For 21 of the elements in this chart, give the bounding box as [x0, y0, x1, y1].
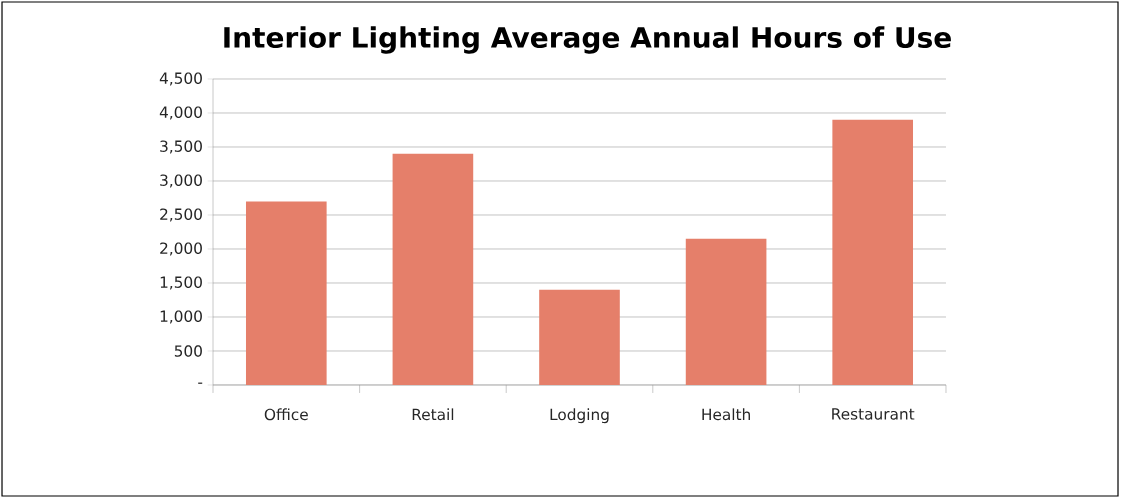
y-tick-label: 4,500 [159, 72, 202, 86]
chart-title: Interior Lighting Average Annual Hours of Use [224, 26, 951, 54]
x-tick-label: Office [264, 408, 308, 421]
y-tick-label: 2,000 [160, 242, 202, 256]
x-tick-label: Lodging [550, 408, 609, 424]
bar [245, 201, 327, 385]
y-tick-label: 4,000 [159, 106, 202, 120]
y-tick-label: 1,500 [160, 276, 202, 290]
bar [539, 289, 620, 385]
bar [832, 119, 914, 385]
y-tick-label: 500 [174, 345, 202, 357]
y-tick-label: 1,000 [160, 310, 202, 324]
y-tick-label: - [198, 382, 203, 384]
y-tick-label: 2,500 [160, 208, 202, 222]
bar [685, 238, 767, 385]
x-tick-label: Restaurant [832, 408, 915, 420]
bar [392, 153, 474, 385]
y-tick-label: 3,500 [160, 140, 202, 154]
x-tick-label: Retail [412, 408, 454, 421]
x-tick-label: Health [702, 408, 750, 421]
y-tick-label: 3,000 [160, 174, 202, 188]
